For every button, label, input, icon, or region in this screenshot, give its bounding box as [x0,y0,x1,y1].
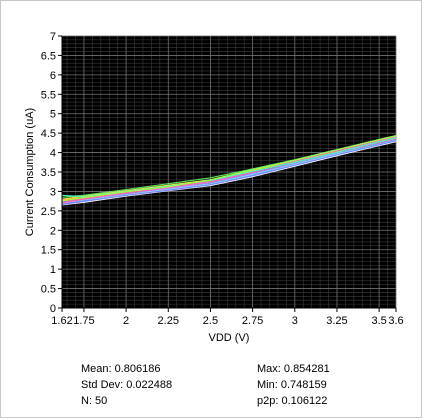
x-tick-label: 1.75 [73,315,94,327]
x-tick-label: 3.5 [371,315,386,327]
y-tick-label: 2.5 [41,206,56,218]
y-tick-label: 6.5 [41,50,56,62]
x-tick-label: 2.5 [203,315,218,327]
y-tick-label: 0.5 [41,284,56,296]
y-tick-label: 0 [50,303,56,315]
y-tick-label: 5 [50,109,56,121]
y-tick-label: 2 [50,225,56,237]
series-line [61,135,397,202]
y-tick-label: 5.5 [41,89,56,101]
y-tick-label: 4.5 [41,128,56,140]
series-line [61,139,397,204]
series-line [61,140,397,206]
stat-min: Min: 0.748159 [257,379,327,391]
x-tick-label: 3.6 [388,315,403,327]
x-tick-label: 2 [123,315,129,327]
x-axis-label: VDD (V) [209,332,250,344]
series-layer [61,134,397,206]
x-tick-label: 1.62 [51,315,72,327]
stat-n: N: 50 [81,395,108,407]
y-tick-label: 4 [50,148,56,160]
x-tick-label: 2.25 [158,315,179,327]
stat-std-dev: Std Dev: 0.022488 [81,379,173,391]
stat-mean: Mean: 0.806186 [81,363,161,375]
axes-layer: 0 0.5 1 1.5 2 2.5 3 3.5 4 4.5 5 5.5 6 6.5 7 1.62 1.75 2 2.… [41,31,404,327]
y-axis-label: Current Consumption (uA) [24,108,36,236]
stat-p2p: p2p: 0.106122 [257,395,328,407]
series-line [61,141,397,206]
y-tick-label: 7 [50,31,56,43]
y-tick-label: 3 [50,186,56,198]
y-tick-label: 3.5 [41,167,56,179]
stat-max: Max: 0.854281 [257,363,330,375]
y-tick-label: 1 [50,264,56,276]
x-tick-label: 3.25 [326,315,347,327]
series-line [61,136,397,204]
y-tick-label: 1.5 [41,245,56,257]
y-tick-label: 6 [50,70,56,82]
x-tick-label: 3 [292,315,298,327]
x-tick-label: 2.75 [242,315,263,327]
